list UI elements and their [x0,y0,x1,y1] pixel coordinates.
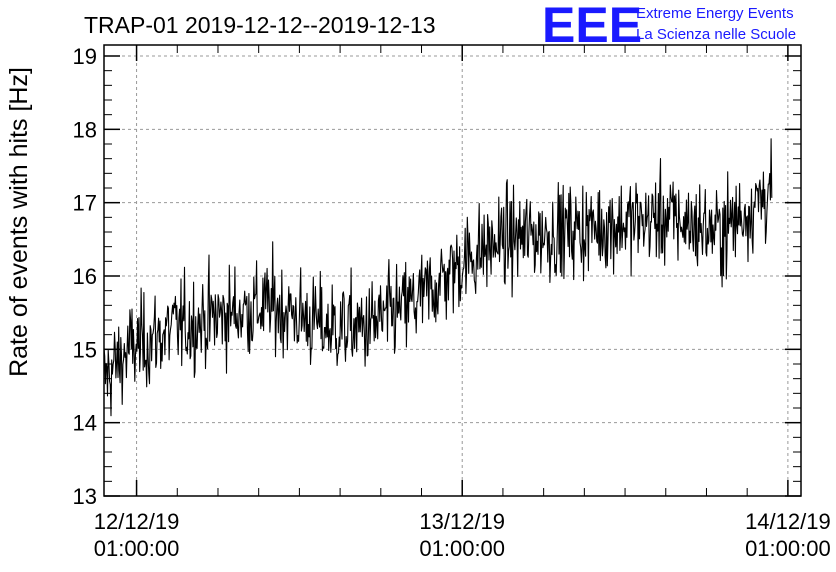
axis-ticks [104,45,801,497]
eee-logo-mark: EEE [542,0,642,53]
chart-title: TRAP-01 2019-12-12--2019-12-13 [84,12,436,38]
data-layer [103,138,773,417]
y-tick-label: 13 [73,484,97,509]
y-axis-label: Rate of events with hits [Hz] [5,67,33,377]
gridlines [104,45,801,496]
y-tick-label: 19 [73,44,97,69]
y-tick-label: 16 [73,264,97,289]
x-tick-time: 01:00:00 [419,536,505,561]
eee-logo-line1: Extreme Energy Events [636,5,794,22]
x-tick-time: 01:00:00 [94,536,180,561]
x-tick-date: 14/12/19 [745,509,831,534]
plot-frame [103,44,802,497]
series-line-0 [103,138,773,417]
eee-logo: EEE Extreme Energy Events La Scienza nel… [542,0,796,53]
y-tick-label: 18 [73,117,97,142]
x-tick-time: 01:00:00 [745,536,831,561]
y-tick-label: 17 [73,191,97,216]
x-tick-date: 12/12/19 [94,509,180,534]
y-tick-label: 14 [73,411,97,436]
x-tick-labels: 12/12/1901:00:0013/12/1901:00:0014/12/19… [94,509,831,561]
y-tick-label: 15 [73,337,97,362]
eee-logo-line2: La Scienza nelle Scuole [636,26,796,43]
y-tick-labels: 13 14 15 16 17 18 19 [73,44,97,509]
x-tick-date: 13/12/19 [419,509,505,534]
